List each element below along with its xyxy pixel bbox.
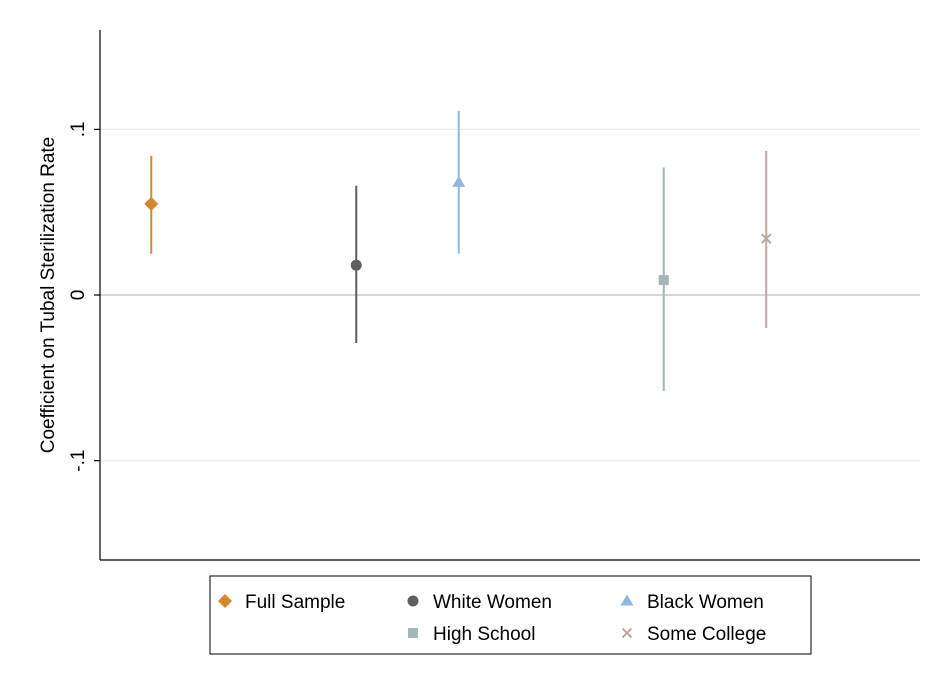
series-group bbox=[144, 111, 772, 392]
legend-label: High School bbox=[433, 624, 535, 645]
grid bbox=[100, 128, 920, 462]
legend-box bbox=[209, 575, 812, 655]
series-high-school bbox=[658, 167, 669, 392]
legend-marker-white-women bbox=[407, 595, 419, 607]
legend-item-some-college: Some College bbox=[621, 624, 766, 645]
point-some-college bbox=[761, 233, 772, 244]
legend-marker-high-school bbox=[408, 628, 418, 638]
point-high-school bbox=[658, 275, 669, 286]
point-full-sample bbox=[144, 196, 159, 211]
point-white-women bbox=[350, 259, 362, 271]
series-white-women bbox=[350, 185, 362, 344]
y-tick-label: -.1 bbox=[68, 450, 89, 472]
legend-item-white-women: White Women bbox=[407, 592, 552, 613]
series-some-college bbox=[761, 150, 772, 329]
legend-marker-full-sample bbox=[218, 594, 232, 608]
legend-label: White Women bbox=[433, 592, 552, 613]
legend-label: Some College bbox=[647, 624, 766, 645]
series-full-sample bbox=[144, 155, 159, 254]
legend-item-high-school: High School bbox=[408, 624, 535, 645]
legend-marker-some-college bbox=[621, 627, 633, 639]
y-axis-title: Coefficient on Tubal Sterilization Rate bbox=[38, 137, 59, 454]
legend-item-black-women: Black Women bbox=[620, 592, 764, 613]
legend-item-full-sample: Full Sample bbox=[218, 592, 345, 613]
y-tick-label: .1 bbox=[68, 121, 89, 137]
point-black-women bbox=[452, 175, 466, 187]
y-ticks: .1 0 -.1 bbox=[68, 121, 100, 472]
series-black-women bbox=[452, 111, 466, 254]
legend: Full Sample White Women Black Women High Sc… bbox=[218, 592, 766, 645]
legend-label: Full Sample bbox=[245, 592, 345, 613]
legend-marker-black-women bbox=[620, 594, 634, 606]
legend-label: Black Women bbox=[647, 592, 764, 613]
y-tick-label: 0 bbox=[68, 290, 89, 301]
